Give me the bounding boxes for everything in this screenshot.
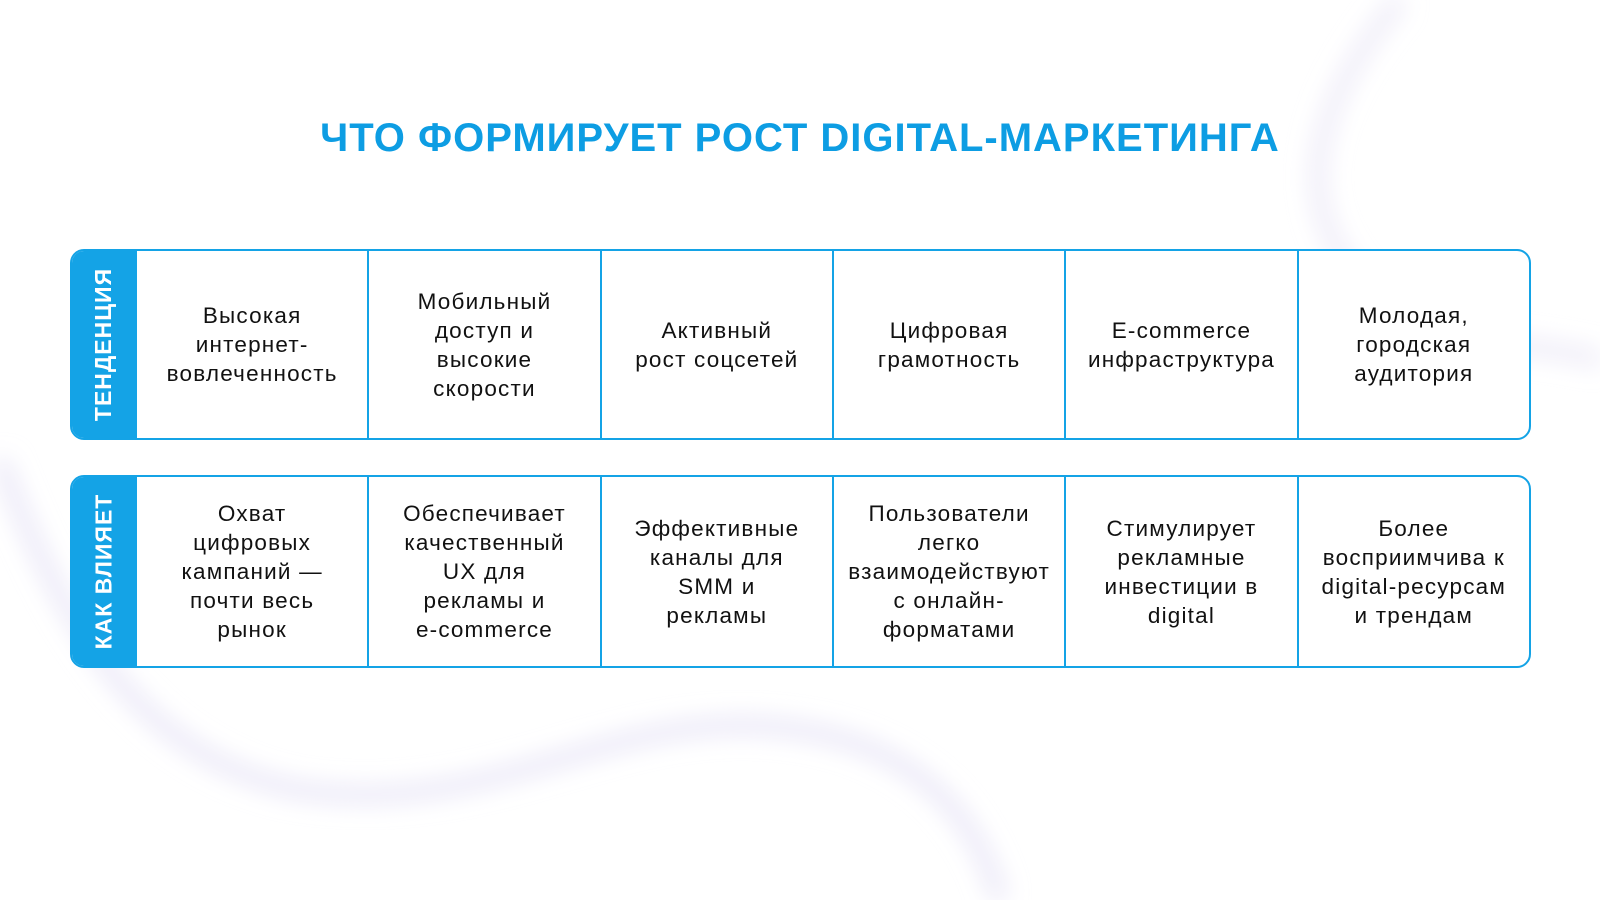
trend-cell: Высокая интернет- вовлеченность — [135, 251, 367, 438]
trend-cell: Молодая, городская аудитория — [1296, 251, 1529, 438]
page-title: ЧТО ФОРМИРУЕТ РОСТ DIGITAL-МАРКЕТИНГА — [320, 116, 1280, 160]
trend-cell: Активный рост соцсетей — [599, 251, 832, 438]
impact-cell: Эффективные каналы для SMM и рекламы — [599, 477, 832, 666]
row-label-text: ТЕНДЕНЦИЯ — [90, 267, 117, 422]
impact-cell: Более восприимчива к digital-ресурсам и … — [1296, 477, 1529, 666]
trend-cell: Цифровая грамотность — [831, 251, 1064, 438]
impact-cell: Обеспечивает качественный UX для рекламы… — [367, 477, 599, 666]
row-label-trend: ТЕНДЕНЦИЯ — [72, 251, 135, 438]
impact-cell: Пользователи легко взаимодействуют с онл… — [831, 477, 1064, 666]
row-label-text: КАК ВЛИЯЕТ — [90, 493, 116, 650]
trend-row: ТЕНДЕНЦИЯ Высокая интернет- вовлеченност… — [70, 249, 1531, 440]
trend-cell: Мобильный доступ и высокие скорости — [367, 251, 599, 438]
trend-cell: E-commerce инфраструктура — [1064, 251, 1296, 438]
impact-cell: Стимулирует рекламные инвестиции в digit… — [1064, 477, 1296, 666]
impact-row: КАК ВЛИЯЕТ Охват цифровых кампаний — поч… — [70, 475, 1531, 668]
row-label-impact: КАК ВЛИЯЕТ — [72, 477, 135, 666]
impact-cell: Охват цифровых кампаний — почти весь рын… — [135, 477, 367, 666]
